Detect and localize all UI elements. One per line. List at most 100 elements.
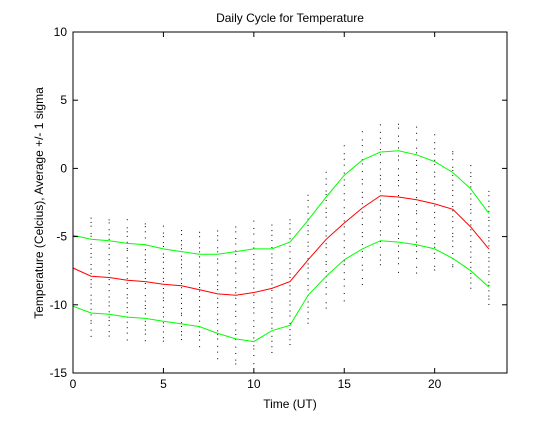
data-point [144,254,146,256]
data-point [289,304,291,306]
data-point [271,283,273,285]
data-point [126,272,128,274]
data-point [470,261,472,263]
data-point [108,324,110,326]
data-point [90,268,92,270]
data-point [144,278,146,280]
data-point [398,245,399,247]
data-point [379,190,381,192]
data-point [181,312,182,314]
data-point [434,257,436,259]
data-point [452,253,454,255]
data-point [144,333,146,335]
data-point [217,323,219,325]
data-point [434,246,436,248]
data-point [379,168,381,170]
data-point [434,205,436,207]
data-point [162,331,164,333]
data-point [398,147,399,149]
data-point [343,172,345,174]
data-point [217,230,219,232]
data-point [398,206,399,208]
data-point [398,271,399,273]
data-point [217,289,219,291]
data-point [416,152,418,154]
x-tick-label: 0 [70,377,77,391]
data-point [235,272,237,274]
data-point [416,241,418,243]
data-point [271,340,273,342]
data-point [416,126,418,128]
data-point [379,230,381,232]
data-point [253,355,255,357]
data-point [289,285,291,287]
data-point [90,243,92,245]
data-point [217,351,219,353]
data-point [325,270,327,272]
data-point [398,214,399,216]
data-point [325,183,327,185]
data-point [452,194,454,196]
data-point [325,287,327,289]
data-point [379,178,381,180]
data-point [126,231,128,233]
data-point [217,247,219,249]
data-point [108,320,110,322]
data-point [307,285,309,287]
data-point [398,233,399,235]
data-point [379,131,381,133]
data-point [379,154,381,156]
data-point [253,281,255,283]
data-point [271,323,273,325]
data-point [181,322,182,324]
data-point [162,232,164,234]
data-point [307,245,309,247]
data-point [343,300,345,302]
data-point [162,300,164,302]
data-point [416,178,418,180]
data-point [398,168,399,170]
lower-sigma-line [72,240,490,343]
data-point [470,282,472,284]
data-point [235,352,237,354]
data-point [289,245,291,247]
data-point [144,269,146,271]
data-point [307,301,309,303]
data-point [343,184,345,186]
data-point [289,251,291,253]
data-point [325,190,327,192]
data-point [470,229,472,231]
data-point [488,230,490,232]
data-point [126,321,128,323]
data-point [434,223,436,225]
data-point [307,318,309,320]
data-point [289,315,291,317]
data-point [90,225,92,227]
data-point [199,247,201,249]
data-point [343,252,345,254]
data-point [181,234,182,236]
data-point [217,297,219,299]
data-point [253,363,255,365]
data-point [90,256,92,258]
data-point [144,282,146,284]
data-point [325,199,327,201]
data-point [90,253,92,255]
data-point [235,243,237,245]
data-point [307,267,309,269]
data-point [416,228,418,230]
data-point [289,273,291,275]
data-point [361,217,363,219]
data-point [162,297,164,299]
data-point [434,176,436,178]
data-point [379,199,381,201]
data-point [108,264,110,266]
data-point [126,219,128,221]
data-point [144,249,146,251]
data-point [108,234,110,236]
data-point [416,183,418,185]
y-tick-label: 5 [60,93,67,107]
data-point [199,306,201,308]
data-point [90,235,92,237]
data-point [217,239,219,241]
